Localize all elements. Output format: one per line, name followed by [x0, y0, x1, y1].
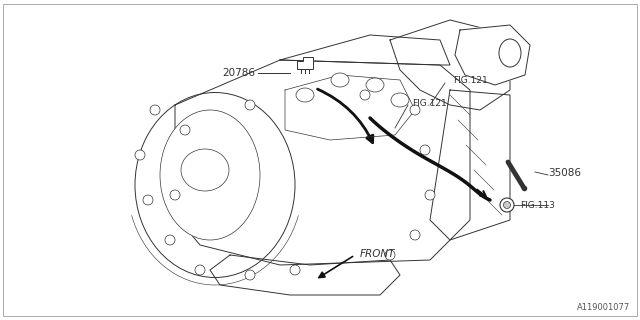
Polygon shape — [455, 25, 530, 85]
Ellipse shape — [296, 88, 314, 102]
Polygon shape — [280, 35, 450, 65]
Ellipse shape — [170, 190, 180, 200]
Ellipse shape — [500, 198, 514, 212]
Polygon shape — [430, 90, 510, 240]
Ellipse shape — [195, 265, 205, 275]
Ellipse shape — [425, 190, 435, 200]
Ellipse shape — [360, 90, 370, 100]
Polygon shape — [175, 60, 470, 265]
Text: A119001077: A119001077 — [577, 303, 630, 312]
Text: FRONT: FRONT — [360, 249, 396, 259]
Ellipse shape — [410, 105, 420, 115]
Text: FIG.121: FIG.121 — [412, 99, 447, 108]
Ellipse shape — [504, 202, 511, 209]
Text: FIG.121: FIG.121 — [453, 76, 488, 84]
Ellipse shape — [181, 149, 229, 191]
Ellipse shape — [245, 270, 255, 280]
Text: 20786: 20786 — [222, 68, 255, 78]
Ellipse shape — [245, 100, 255, 110]
Polygon shape — [390, 20, 510, 110]
Ellipse shape — [366, 78, 384, 92]
Ellipse shape — [165, 235, 175, 245]
Ellipse shape — [150, 105, 160, 115]
Ellipse shape — [160, 110, 260, 240]
Ellipse shape — [385, 250, 395, 260]
Ellipse shape — [300, 90, 310, 100]
Polygon shape — [210, 255, 400, 295]
Ellipse shape — [420, 145, 430, 155]
Polygon shape — [297, 57, 313, 69]
Ellipse shape — [135, 150, 145, 160]
Polygon shape — [285, 75, 415, 140]
Ellipse shape — [410, 230, 420, 240]
Ellipse shape — [143, 195, 153, 205]
Ellipse shape — [499, 39, 521, 67]
Ellipse shape — [290, 265, 300, 275]
Ellipse shape — [135, 92, 295, 277]
Ellipse shape — [331, 73, 349, 87]
Ellipse shape — [391, 93, 409, 107]
Ellipse shape — [180, 125, 190, 135]
Text: FIG.113: FIG.113 — [520, 202, 555, 211]
Text: 35086: 35086 — [548, 168, 581, 178]
